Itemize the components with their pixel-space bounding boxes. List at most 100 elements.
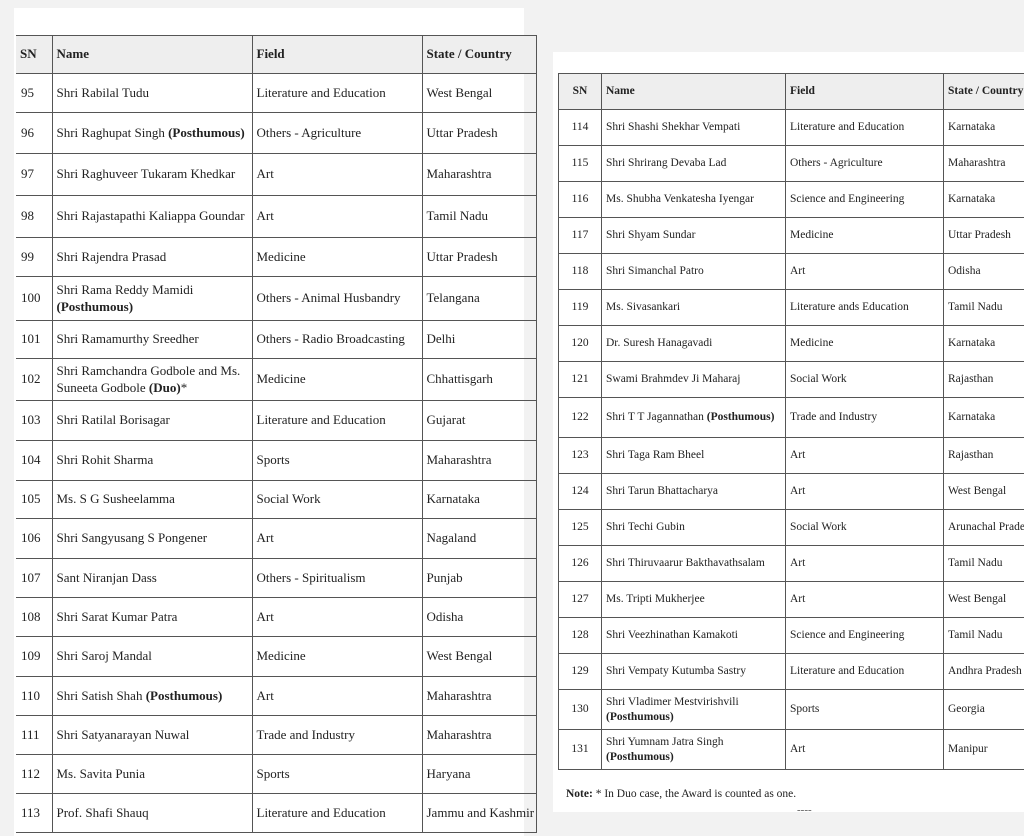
- cell-name: Shri Vempaty Kutumba Sastry: [601, 653, 786, 690]
- cell-state: Maharashtra: [421, 676, 537, 716]
- table-row: 95 Shri Rabilal Tudu Literature and Educat…: [16, 73, 537, 113]
- table-row: 104 Shri Rohit Sharma Sports Maharashtra: [16, 440, 537, 481]
- cell-sn: 124: [558, 473, 602, 510]
- name-annotation: (Posthumous): [56, 298, 134, 314]
- name-text: Shri Thiruvaarur Bakthavathsalam: [606, 557, 765, 570]
- cell-sn: 115: [558, 145, 602, 182]
- cell-field: Art: [251, 676, 423, 716]
- table-row: 96 Shri Raghupat Singh (Posthumous) Others…: [16, 112, 537, 154]
- cell-field: Literature and Education: [785, 653, 944, 690]
- cell-sn: 123: [558, 437, 602, 474]
- name-text: Shri Rabilal Tudu: [56, 84, 149, 100]
- cell-name: Shri Rajastapathi Kaliappa Goundar: [51, 195, 253, 238]
- table-row: 100 Shri Rama Reddy Mamidi (Posthumous) Ot…: [16, 276, 537, 321]
- header-field: Field: [785, 73, 944, 110]
- cell-name: Dr. Suresh Hanagavadi: [601, 325, 786, 362]
- cell-field: Art: [785, 473, 944, 510]
- name-annotation: (Posthumous): [706, 411, 775, 424]
- name-text: Ms. Tripti Mukherjee: [606, 593, 705, 606]
- name-text: Shri Veezhinathan Kamakoti: [606, 629, 739, 642]
- cell-state: Georgia: [943, 689, 1024, 730]
- cell-name: Ms. Savita Punia: [51, 754, 253, 794]
- name-text: Shri Ramamurthy Sreedher: [56, 331, 199, 347]
- cell-name: Ms. S G Susheelamma: [51, 480, 253, 519]
- cell-name: Shri Techi Gubin: [601, 509, 786, 546]
- name-annotation: (Duo): [148, 379, 181, 395]
- cell-sn: 118: [558, 253, 602, 290]
- table-header-row: SN Name Field State / Country: [558, 73, 1024, 110]
- table-row: 127 Ms. Tripti Mukherjee Art West Bengal: [558, 581, 1024, 618]
- name-text: Shri Satish Shah: [56, 687, 146, 703]
- table-row: 118 Shri Simanchal Patro Art Odisha: [558, 253, 1024, 290]
- name-text: Shri Ratilal Borisagar: [56, 412, 170, 428]
- cell-field: Others - Agriculture: [785, 145, 944, 182]
- table-row: 111 Shri Satyanarayan Nuwal Trade and Indu…: [16, 715, 537, 755]
- cell-name: Shri Ramchandra Godbole and Ms. Suneeta …: [51, 358, 253, 401]
- table-row: 130 Shri Vladimer Mestvirishvili (Posthum…: [558, 689, 1024, 730]
- cell-name: Shri Shashi Shekhar Vempati: [601, 109, 786, 146]
- cell-field: Others - Animal Husbandry: [251, 276, 423, 321]
- cell-state: Tamil Nadu: [943, 617, 1024, 654]
- cell-sn: 130: [558, 689, 602, 730]
- cell-field: Social Work: [785, 509, 944, 546]
- cell-sn: 119: [558, 289, 602, 326]
- header-field: Field: [251, 35, 423, 74]
- cell-field: Others - Radio Broadcasting: [251, 320, 423, 359]
- cell-field: Literature and Education: [251, 73, 423, 113]
- cell-sn: 102: [16, 358, 53, 401]
- cell-state: Rajasthan: [943, 437, 1024, 474]
- cell-state: West Bengal: [421, 636, 537, 677]
- cell-sn: 107: [16, 558, 53, 598]
- cell-field: Art: [251, 153, 423, 196]
- name-annotation: (Posthumous): [606, 750, 674, 763]
- table-row: 131 Shri Yumnam Jatra Singh (Posthumous) A…: [558, 729, 1024, 770]
- header-name: Name: [51, 35, 253, 74]
- name-annotation: (Posthumous): [145, 687, 223, 703]
- cell-state: Arunachal Pradesh: [943, 509, 1024, 546]
- cell-sn: 95: [16, 73, 53, 113]
- header-state: State / Country: [943, 73, 1024, 110]
- cell-field: Art: [251, 518, 423, 559]
- cell-state: Punjab: [421, 558, 537, 598]
- name-text: Shri Vempaty Kutumba Sastry: [606, 665, 747, 678]
- cell-sn: 127: [558, 581, 602, 618]
- cell-sn: 121: [558, 361, 602, 398]
- name-text: Shri Yumnam Jatra Singh: [606, 735, 724, 748]
- cell-field: Trade and Industry: [251, 715, 423, 755]
- cell-state: West Bengal: [421, 73, 537, 113]
- cell-sn: 114: [558, 109, 602, 146]
- cell-name: Swami Brahmdev Ji Maharaj: [601, 361, 786, 398]
- table-row: 115 Shri Shrirang Devaba Lad Others - Agri…: [558, 145, 1024, 182]
- cell-field: Literature and Education: [251, 793, 423, 833]
- table-row: 107 Sant Niranjan Dass Others - Spirituali…: [16, 558, 537, 598]
- table-row: 124 Shri Tarun Bhattacharya Art West Bengal: [558, 473, 1024, 510]
- cell-state: Rajasthan: [943, 361, 1024, 398]
- cell-field: Art: [785, 437, 944, 474]
- cell-name: Shri Ratilal Borisagar: [51, 400, 253, 441]
- table-row: 119 Ms. Sivasankari Literature ands Educat…: [558, 289, 1024, 326]
- cell-state: Gujarat: [421, 400, 537, 441]
- cell-sn: 117: [558, 217, 602, 254]
- table-row: 126 Shri Thiruvaarur Bakthavathsalam Art Ta…: [558, 545, 1024, 582]
- name-text: Shri Rajastapathi Kaliappa Goundar: [56, 208, 245, 224]
- cell-field: Literature and Education: [251, 400, 423, 441]
- cell-state: Odisha: [943, 253, 1024, 290]
- cell-field: Social Work: [785, 361, 944, 398]
- table-row: 125 Shri Techi Gubin Social Work Arunachal …: [558, 509, 1024, 546]
- cell-state: Tamil Nadu: [943, 289, 1024, 326]
- cell-sn: 100: [16, 276, 53, 321]
- name-annotation: (Posthumous): [606, 710, 674, 723]
- table-row: 99 Shri Rajendra Prasad Medicine Uttar Prad…: [16, 237, 537, 277]
- cell-sn: 98: [16, 195, 53, 238]
- table-row: 121 Swami Brahmdev Ji Maharaj Social Work R…: [558, 361, 1024, 398]
- cell-sn: 120: [558, 325, 602, 362]
- table-row: 98 Shri Rajastapathi Kaliappa Goundar Art T…: [16, 195, 537, 238]
- cell-sn: 129: [558, 653, 602, 690]
- table-row: 128 Shri Veezhinathan Kamakoti Science and…: [558, 617, 1024, 654]
- cell-state: Manipur: [943, 729, 1024, 770]
- name-text: Shri Raghupat Singh: [56, 124, 169, 140]
- table-row: 109 Shri Saroj Mandal Medicine West Bengal: [16, 636, 537, 677]
- cell-field: Medicine: [785, 217, 944, 254]
- cell-field: Sports: [785, 689, 944, 730]
- name-text: Ms. Sivasankari: [606, 301, 681, 314]
